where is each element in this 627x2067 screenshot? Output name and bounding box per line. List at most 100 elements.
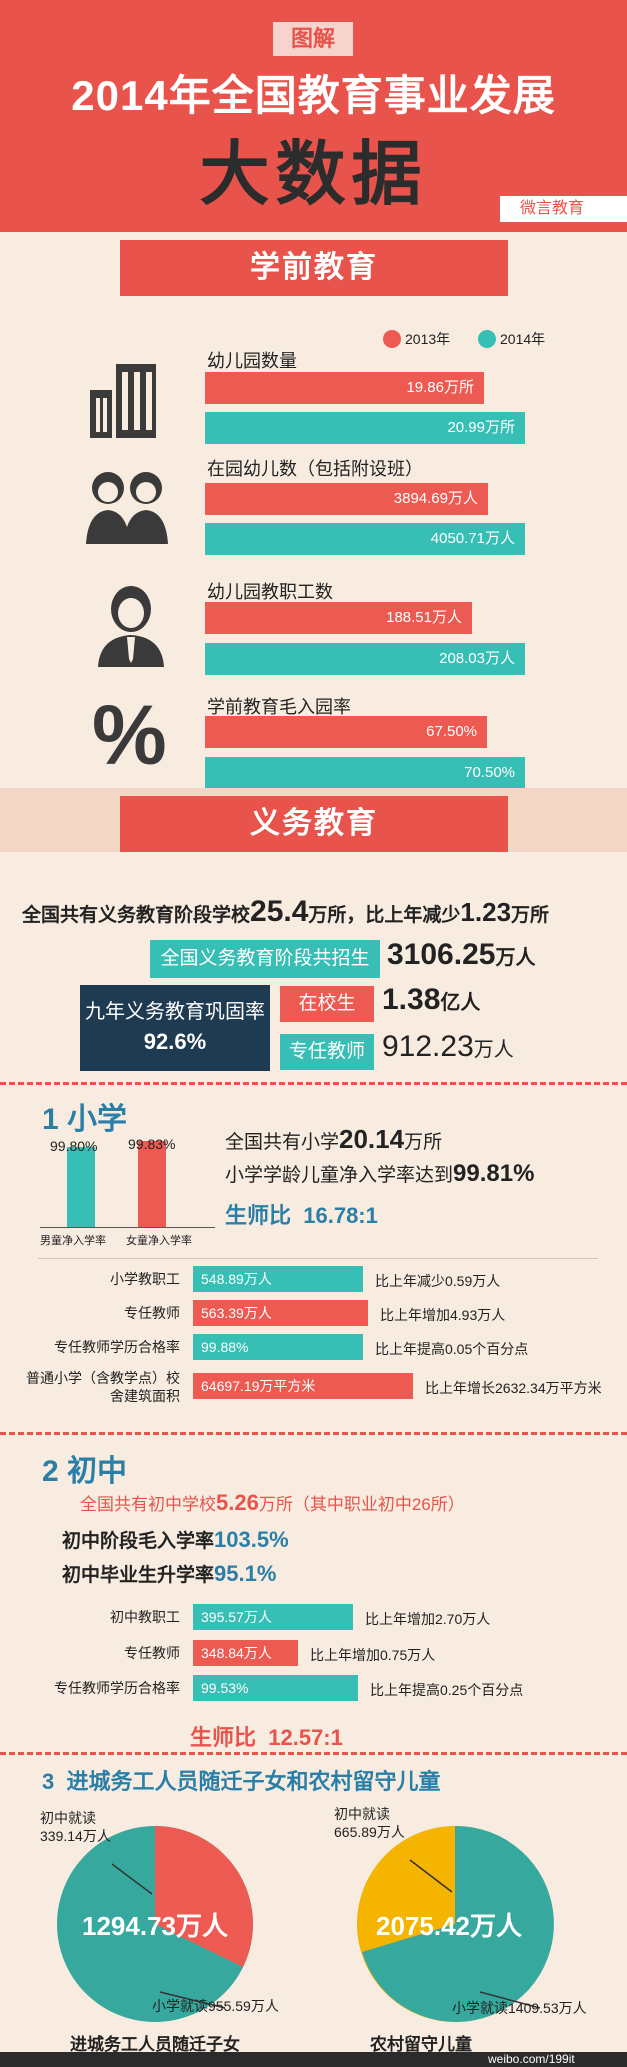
primary-row-label: 小学教职工 bbox=[110, 1271, 180, 1287]
primary-row-bar: 64697.19万平方米 bbox=[193, 1373, 413, 1399]
primary-rate-line: 小学学龄儿童净入学率达到99.81% bbox=[225, 1160, 534, 1188]
middle-row-bar: 395.57万人 bbox=[193, 1604, 353, 1630]
girl-rate-bar bbox=[138, 1141, 166, 1227]
header: 图解 2014年全国教育事业发展 大数据 微言教育 bbox=[0, 0, 627, 232]
boy-rate-bar bbox=[67, 1147, 95, 1227]
pie1-middle-slice bbox=[155, 1826, 253, 1967]
stat-text: 万人 bbox=[495, 947, 536, 969]
pie1-leader bbox=[111, 1863, 153, 1895]
middle-ratio-line: 生师比 12.57:1 bbox=[190, 1720, 343, 1752]
stat-number: 5.26 bbox=[216, 1490, 259, 1515]
stat-number: 3106.25 bbox=[387, 938, 496, 971]
middle-promotion-rate: 初中毕业生升学率95.1% bbox=[62, 1560, 276, 1587]
footer-url: weibo.com/199it bbox=[488, 2052, 575, 2066]
brand-label: 微言教育 bbox=[500, 196, 627, 222]
pie-charts bbox=[57, 1825, 554, 2022]
enroll-value: 3106.25万人 bbox=[387, 938, 535, 972]
teacher-icon bbox=[98, 586, 164, 667]
preschool-category-label: 幼儿园教职工数 bbox=[207, 582, 333, 602]
pie1-leader bbox=[159, 1991, 226, 2009]
preschool-bar-2013: 188.51万人 bbox=[205, 602, 472, 634]
building-icon bbox=[90, 364, 156, 438]
pie2-total: 2075.42万人 bbox=[376, 1911, 522, 1941]
legend-2014-label: 2014年 bbox=[500, 331, 546, 347]
section-banner-preschool: 学前教育 bbox=[120, 240, 508, 296]
stat-text: 全国共有初中学校 bbox=[80, 1495, 216, 1514]
stat-text: 初中阶段毛入学率 bbox=[62, 1531, 215, 1552]
preschool-category-label: 幼儿园数量 bbox=[207, 351, 297, 371]
pie2-caption: 农村留守儿童 bbox=[370, 2035, 472, 2054]
middle-gross-rate: 初中阶段毛入学率103.5% bbox=[62, 1526, 289, 1553]
legend-2014-dot bbox=[478, 330, 496, 348]
middle-row-label: 初中教职工 bbox=[110, 1609, 180, 1625]
preschool-category-label: 在园幼儿数（包括附设班） bbox=[207, 459, 423, 479]
boy-rate-caption: 男童净入学率 bbox=[40, 1235, 106, 1247]
stat-number: 95.1% bbox=[214, 1561, 277, 1586]
pie1-total: 1294.73万人 bbox=[82, 1911, 228, 1941]
middle-row-bar: 348.84万人 bbox=[193, 1640, 298, 1666]
heading-text: 初中 bbox=[67, 1455, 128, 1488]
students-value: 1.38亿人 bbox=[382, 983, 480, 1017]
stat-text: 初中毕业生升学率 bbox=[62, 1565, 215, 1586]
divider bbox=[38, 1258, 598, 1259]
middle-schools-line: 全国共有初中学校5.26万所（其中职业初中26所） bbox=[80, 1490, 465, 1516]
retention-value: 92.6% bbox=[143, 1029, 207, 1054]
pie2-primary-label: 小学就读1409.53万人 bbox=[452, 2000, 587, 2016]
header-tag: 图解 bbox=[273, 22, 353, 56]
primary-row-label: 普通小学（含教学点）校舍建筑面积 bbox=[26, 1370, 180, 1404]
compulsory-schools-line: 全国共有义务教育阶段学校25.4万所，比上年减少1.23万所 bbox=[22, 895, 549, 929]
heading-number: 1 bbox=[42, 1103, 59, 1136]
divider bbox=[0, 1082, 627, 1085]
page-subtitle: 大数据 bbox=[199, 135, 428, 213]
heading-number: 3 bbox=[42, 1769, 55, 1794]
pie1-middle-label: 初中就读 bbox=[40, 1810, 96, 1826]
preschool-bar-2014: 208.03万人 bbox=[205, 643, 525, 675]
pie1-middle-value: 339.14万人 bbox=[40, 1828, 111, 1844]
footer-bar bbox=[0, 2052, 627, 2067]
stat-number: 1.38 bbox=[382, 983, 441, 1016]
primary-row-bar: 99.88% bbox=[193, 1334, 363, 1360]
ratio-label: 生师比 bbox=[225, 1203, 292, 1228]
preschool-bar-2014: 20.99万所 bbox=[205, 412, 525, 444]
primary-row-comment: 比上年增长2632.34万平方米 bbox=[425, 1380, 602, 1396]
middle-row-comment: 比上年增加2.70万人 bbox=[365, 1611, 491, 1627]
primary-schools-line: 全国共有小学20.14万所 bbox=[225, 1124, 442, 1155]
section-banner-compulsory: 义务教育 bbox=[120, 796, 508, 852]
primary-row-comment: 比上年提高0.05个百分点 bbox=[375, 1341, 529, 1357]
pie1-caption: 进城务工人员随迁子女 bbox=[70, 2035, 240, 2054]
preschool-bar-2013: 19.86万所 bbox=[205, 372, 484, 404]
pie1-primary-label: 小学就读955.59万人 bbox=[152, 1998, 279, 2014]
ratio-value: 16.78:1 bbox=[303, 1203, 378, 1228]
middle-heading: 2 初中 bbox=[42, 1446, 127, 1490]
stat-number: 103.5% bbox=[214, 1527, 289, 1552]
stat-text: 万所，比上年减少 bbox=[308, 905, 461, 926]
preschool-bar-2014: 70.50% bbox=[205, 757, 525, 789]
middle-row-bar: 99.53% bbox=[193, 1675, 358, 1701]
enroll-label: 全国义务教育阶段共招生 bbox=[150, 940, 380, 978]
preschool-bar-2013: 3894.69万人 bbox=[205, 483, 488, 515]
heading-number: 2 bbox=[42, 1455, 59, 1488]
middle-row-label: 专任教师学历合格率 bbox=[54, 1680, 180, 1696]
preschool-bar-2014: 4050.71万人 bbox=[205, 523, 525, 555]
stat-text: 万所 bbox=[511, 905, 550, 926]
girl-rate-label: 99.83% bbox=[128, 1136, 176, 1152]
stat-text: 全国共有义务教育阶段学校 bbox=[22, 905, 251, 926]
stat-text: 万人 bbox=[473, 1039, 514, 1061]
stat-text: 亿人 bbox=[440, 992, 481, 1014]
stat-text: 小学学龄儿童净入学率达到 bbox=[225, 1165, 454, 1186]
stat-number: 912.23 bbox=[382, 1030, 474, 1063]
pie2-primary-slice bbox=[362, 1825, 554, 2022]
legend-2013-dot bbox=[383, 330, 401, 348]
pie2-middle-value: 665.89万人 bbox=[334, 1824, 405, 1840]
stat-number: 20.14 bbox=[339, 1124, 405, 1154]
primary-row-label: 专任教师 bbox=[124, 1305, 180, 1321]
preschool-category-label: 学前教育毛入园率 bbox=[207, 697, 351, 717]
primary-row-bar: 563.39万人 bbox=[193, 1300, 368, 1326]
pie2-leader bbox=[409, 1859, 453, 1893]
students-label: 在校生 bbox=[280, 986, 374, 1022]
middle-row-comment: 比上年增加0.75万人 bbox=[310, 1647, 436, 1663]
primary-heading: 1 小学 bbox=[42, 1094, 127, 1138]
stat-number: 1.23 bbox=[460, 897, 512, 927]
stat-text: 全国共有小学 bbox=[225, 1132, 340, 1153]
legend-2013-label: 2013年 bbox=[405, 331, 451, 347]
